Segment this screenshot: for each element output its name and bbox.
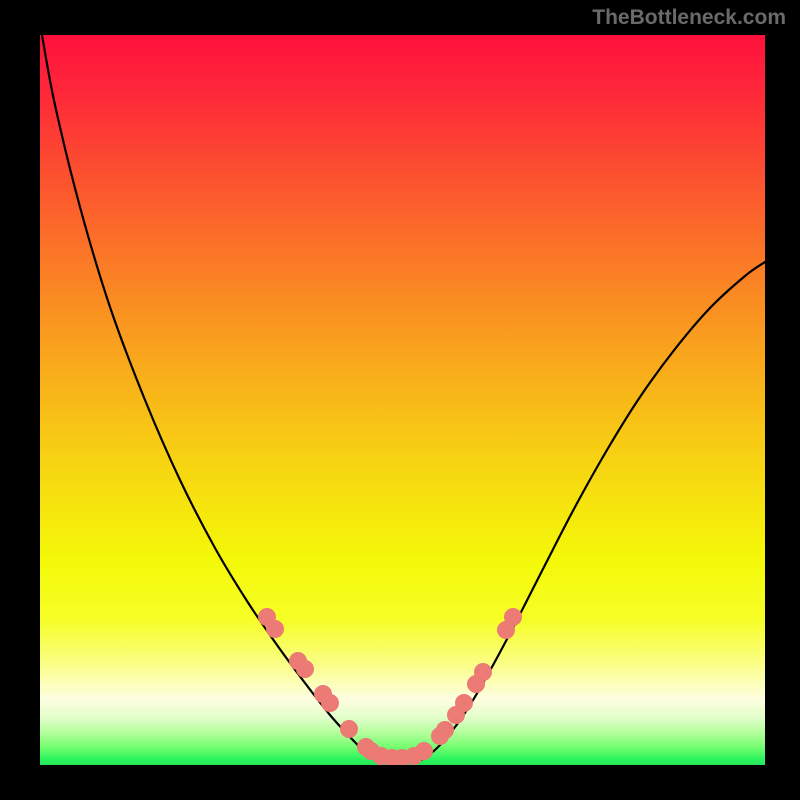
data-marker	[475, 664, 492, 681]
data-marker	[437, 722, 454, 739]
figure-container: TheBottleneck.com	[0, 0, 800, 800]
gradient-background	[40, 35, 765, 765]
chart-svg	[40, 35, 765, 765]
data-marker	[297, 661, 314, 678]
data-marker	[416, 743, 433, 760]
data-marker	[505, 609, 522, 626]
data-marker	[456, 695, 473, 712]
watermark-text: TheBottleneck.com	[592, 6, 786, 30]
data-marker	[267, 621, 284, 638]
plot-area	[40, 35, 765, 765]
data-marker	[322, 695, 339, 712]
data-marker	[341, 721, 358, 738]
